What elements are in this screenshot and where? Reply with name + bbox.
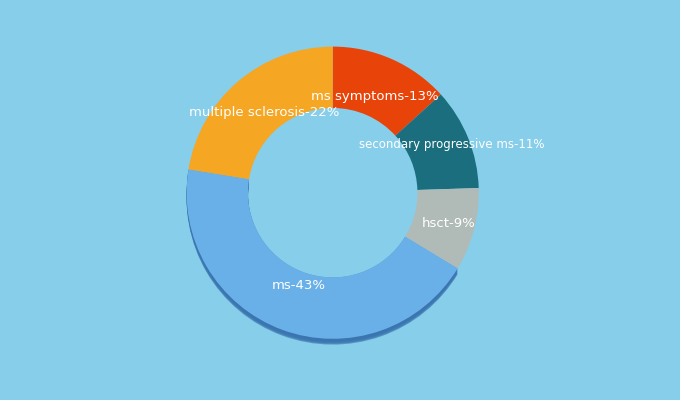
Wedge shape <box>188 47 333 179</box>
Text: multiple sclerosis-22%: multiple sclerosis-22% <box>189 106 340 119</box>
Wedge shape <box>186 170 458 340</box>
Text: hsct-9%: hsct-9% <box>422 216 475 230</box>
Wedge shape <box>186 174 458 344</box>
Wedge shape <box>186 173 458 342</box>
Wedge shape <box>405 188 479 268</box>
Wedge shape <box>186 175 458 345</box>
Wedge shape <box>333 47 441 136</box>
Wedge shape <box>186 171 458 340</box>
Wedge shape <box>186 172 458 341</box>
Text: secondary progressive ms-11%: secondary progressive ms-11% <box>359 138 545 151</box>
Wedge shape <box>186 169 458 339</box>
Wedge shape <box>186 174 458 343</box>
Wedge shape <box>186 169 458 339</box>
Text: ms symptoms-13%: ms symptoms-13% <box>311 90 439 103</box>
Wedge shape <box>396 94 479 190</box>
Text: ms-43%: ms-43% <box>271 280 326 292</box>
